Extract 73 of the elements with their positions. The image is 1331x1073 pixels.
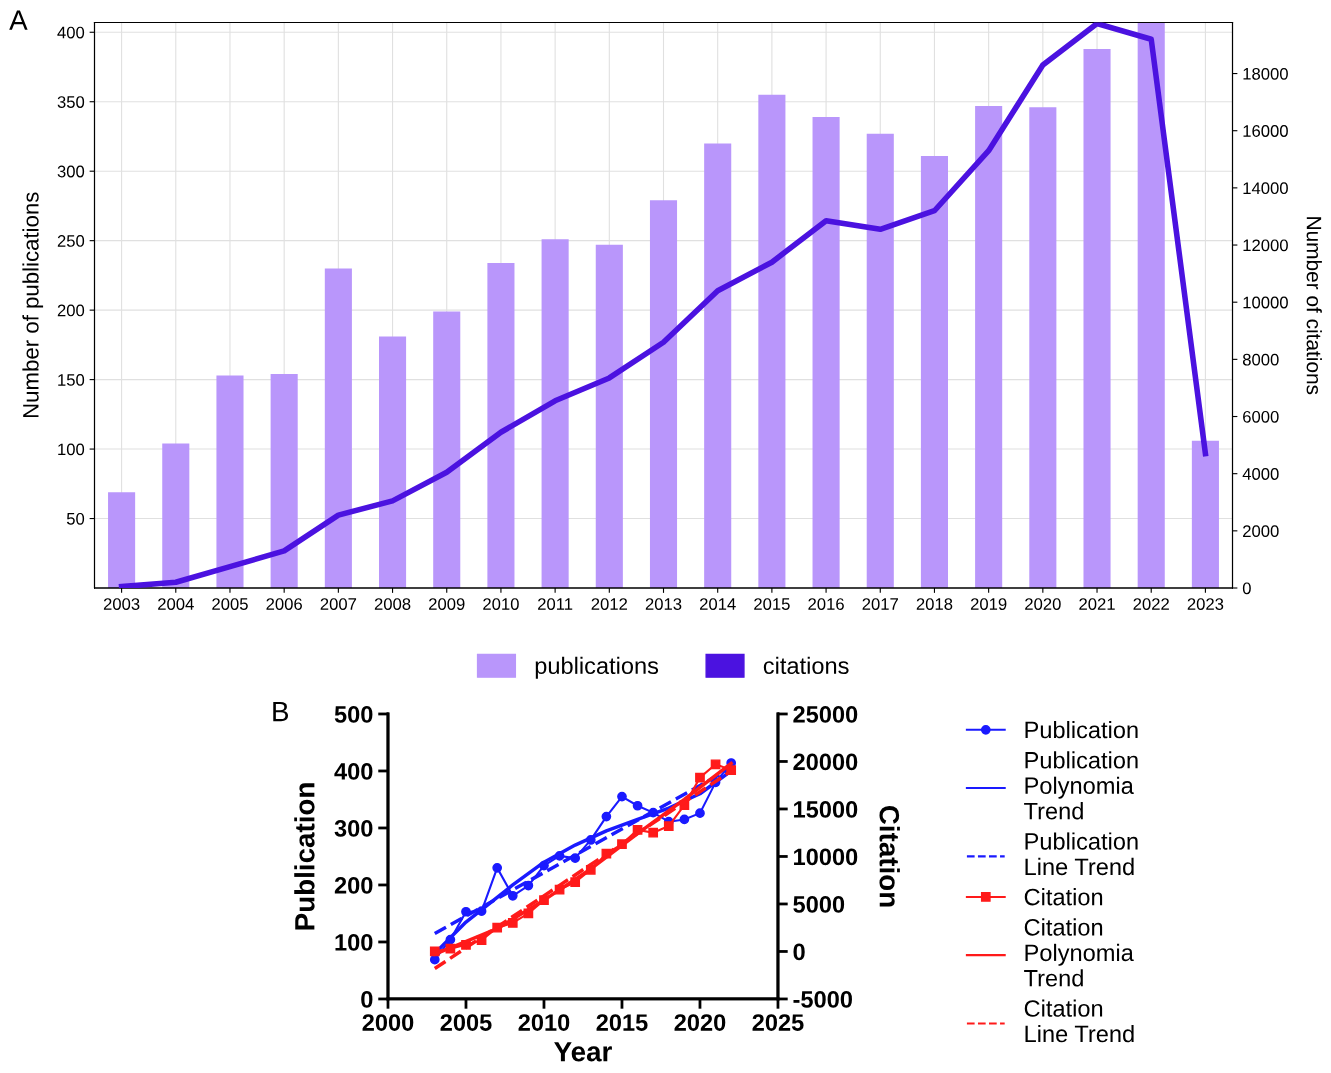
y2-tick-label: 5000 <box>793 896 845 913</box>
legend-label: citations <box>763 656 849 675</box>
chart-title: A <box>9 10 28 30</box>
y2-axis-title: Citation <box>879 805 900 907</box>
legend-label: Citation Polynomia Trend <box>1024 918 1134 987</box>
y-tick-label: 400 <box>334 763 373 780</box>
y2-tick-label: 15000 <box>794 801 858 818</box>
y-tick-label: 250 <box>57 235 85 247</box>
y2-tick-label: 8000 <box>1242 353 1279 366</box>
x-tick-label: 2010 <box>483 598 519 610</box>
x-axis-title: Year <box>554 1042 612 1062</box>
x-tick-label: 2000 <box>362 1014 414 1031</box>
x-tick-label: 2020 <box>674 1014 726 1031</box>
y2-tick-label: 10000 <box>1243 296 1288 309</box>
y2-tick-label: 10000 <box>794 848 858 866</box>
legend-label: Publication Polynomia Trend <box>1024 751 1138 820</box>
legend-label: Citation <box>1024 888 1103 906</box>
x-tick-label: 2025 <box>752 1014 804 1031</box>
y2-tick-label: 18000 <box>1243 67 1288 80</box>
y-tick-label: 100 <box>58 443 85 456</box>
x-tick-label: 2005 <box>440 1014 492 1031</box>
y2-tick-label: 16000 <box>1243 125 1288 137</box>
x-tick-label: 2011 <box>538 598 573 610</box>
x-tick-label: 2015 <box>596 1014 648 1031</box>
y-tick-label: 300 <box>334 820 373 837</box>
legend-label: publications <box>535 656 659 679</box>
y2-tick-label: 0 <box>1242 582 1251 595</box>
y-tick-label: 100 <box>335 934 373 951</box>
y-tick-label: 400 <box>57 26 85 39</box>
x-tick-label: 2017 <box>862 598 898 610</box>
x-tick-label: 2021 <box>1079 598 1115 610</box>
y-tick-label: 300 <box>57 165 85 178</box>
y-tick-label: 350 <box>57 96 85 108</box>
x-tick-label: 2015 <box>754 598 790 610</box>
y2-tick-label: 25000 <box>793 706 858 723</box>
y2-tick-label: 20000 <box>793 753 858 771</box>
y-tick-label: 500 <box>334 706 373 723</box>
y2-tick-label: 6000 <box>1243 410 1279 423</box>
y2-axis-title: Number of citations <box>1306 217 1322 395</box>
y-tick-label: 0 <box>361 991 373 1008</box>
y-axis-title: Publication <box>294 783 315 930</box>
x-tick-label: 2013 <box>645 598 682 610</box>
y2-tick-label: 2000 <box>1243 525 1279 538</box>
x-tick-label: 2005 <box>212 598 248 610</box>
y2-tick-label: 0 <box>793 943 805 961</box>
legend-label: Publication Line Trend <box>1025 832 1138 876</box>
x-tick-label: 2003 <box>103 598 140 610</box>
x-tick-label: 2016 <box>808 598 844 610</box>
y-tick-label: 50 <box>66 512 85 525</box>
y-tick-label: 150 <box>58 374 85 386</box>
y-axis-title: Number of publications <box>22 192 44 418</box>
x-tick-label: 2007 <box>320 598 357 610</box>
legend-label: Publication <box>1025 720 1138 739</box>
chart-title: B <box>273 702 289 722</box>
x-tick-label: 2006 <box>266 598 302 610</box>
y2-tick-label: -5000 <box>793 991 852 1008</box>
x-tick-label: 2020 <box>1025 598 1061 610</box>
y2-tick-label: 14000 <box>1243 182 1288 195</box>
x-tick-label: 2004 <box>158 598 194 610</box>
y2-tick-label: 12000 <box>1243 239 1288 252</box>
y-tick-label: 200 <box>57 304 85 317</box>
x-tick-label: 2009 <box>429 598 465 610</box>
x-tick-label: 2012 <box>591 598 628 610</box>
y-tick-label: 200 <box>334 877 373 894</box>
x-tick-label: 2019 <box>970 598 1007 610</box>
x-tick-label: 2022 <box>1133 598 1169 610</box>
x-tick-label: 2014 <box>700 598 736 610</box>
x-tick-label: 2018 <box>916 598 953 610</box>
y2-tick-label: 4000 <box>1242 468 1279 480</box>
x-tick-label: 2008 <box>374 598 411 610</box>
x-tick-label: 2010 <box>518 1014 570 1031</box>
x-tick-label: 2023 <box>1187 598 1224 610</box>
legend-label: Citation Line Trend <box>1024 999 1134 1043</box>
